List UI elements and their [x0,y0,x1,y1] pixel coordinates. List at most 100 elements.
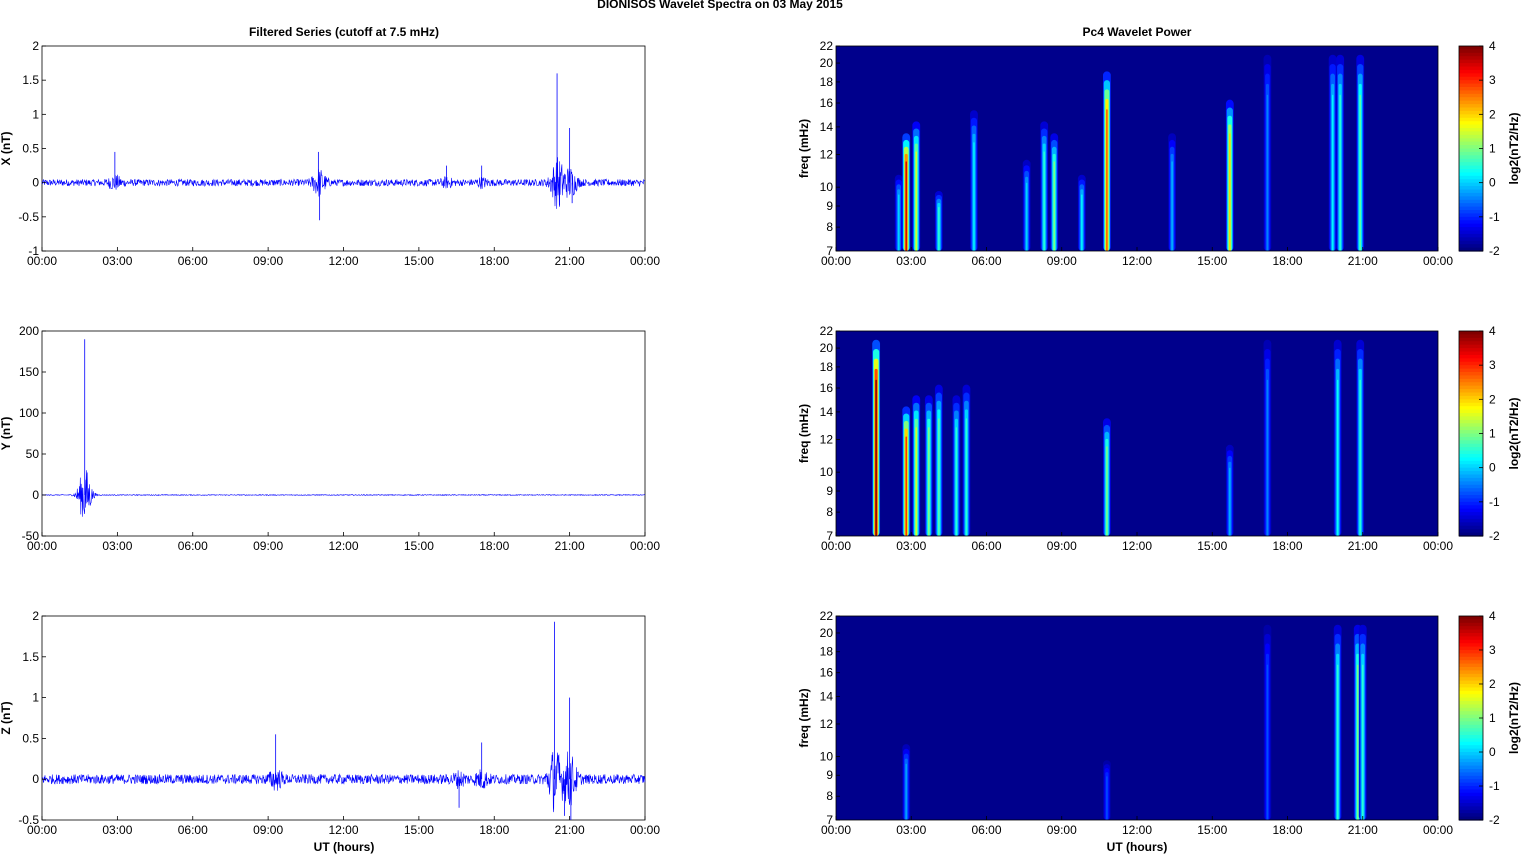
wavelet-2-ytick-label: 12 [820,433,834,447]
wavelet-2-colorbar-cell [1459,457,1483,462]
wavelet-2-colorbar-cell [1459,447,1483,452]
wavelet-2-colorbar-tick-label: 0 [1489,461,1496,475]
wavelet-3-colorbar-tick-label: -1 [1489,779,1500,793]
right-xlabel: UT (hours) [1107,840,1168,854]
wavelet-3-xtick-label: 18:00 [1272,823,1302,837]
wavelet-3-colorbar-cell [1459,701,1483,705]
series-x-xtick-label: 21:00 [555,254,585,268]
wavelet-2-colorbar-cell [1459,389,1483,394]
wavelet-3-ytick-label: 14 [820,690,834,704]
wavelet-1-ytick-label: 10 [820,180,834,194]
wavelet-1-colorbar-cell [1459,199,1483,204]
wavelet-2-colorbar-cell [1459,351,1483,356]
wavelet-2-colorbar-cell [1459,518,1483,523]
wavelet-1-colorbar-cell [1459,49,1483,54]
wavelet-2-colorbar-cell [1459,433,1483,438]
series-y-ytick-label: -50 [22,529,40,543]
wavelet-1-xtick-label: 06:00 [971,254,1001,268]
wavelet-3-burst [1106,776,1108,820]
wavelet-1-bursts [894,54,1365,252]
wavelet-2-burst [1336,379,1339,536]
wavelet-2-burst [905,436,907,536]
wavelet-3-colorbar-cell [1459,629,1483,634]
wavelet-1-colorbar-cell [1459,69,1483,74]
wavelet-1-colorbar-cell [1459,155,1483,160]
wavelet-1-colorbar-cell [1459,63,1483,68]
wavelet-2-ytick-label: 18 [820,360,834,374]
wavelet-1-colorbar-cell [1459,66,1483,71]
wavelet-2-colorbar-cell [1459,460,1483,465]
wavelet-2-colorbar-cell [1459,423,1483,428]
wavelet-1-colorbar-cell [1459,121,1483,126]
wavelet-2-burst [915,427,917,536]
series-y-xtick-label: 18:00 [479,539,509,553]
series-x-ytick-label: 0.5 [22,142,39,156]
wavelet-2-colorbar-cell [1459,406,1483,411]
wavelet-3-colorbar-cell [1459,687,1483,692]
wavelet-2-burst [965,418,968,536]
wavelet-2-burst [1106,446,1108,536]
wavelet-2-xtick-label: 03:00 [896,539,926,553]
wavelet-1-xtick-label: 03:00 [896,254,926,268]
series-z-ytick-label: 1.5 [22,650,39,664]
series-y-xtick-label: 03:00 [102,539,132,553]
wavelet-1-xtick-label: 00:00 [821,254,851,268]
series-z-ytick-label: -0.5 [18,813,39,827]
wavelet-1-colorbar-cell [1459,87,1483,92]
wavelet-3-colorbar-cell [1459,636,1483,641]
wavelet-1-burst [898,194,900,251]
wavelet-1-xtick-label: 18:00 [1272,254,1302,268]
wavelet-3-colorbar-cell [1459,775,1483,780]
series-x-ytick-label: 2 [32,39,39,53]
wavelet-3-colorbar-cell [1459,735,1483,739]
wavelet-3-colorbar-cell [1459,704,1483,709]
wavelet-2-colorbar-cell [1459,399,1483,404]
series-x-xtick-label: 15:00 [404,254,434,268]
wavelet-3-ytick-label: 10 [820,749,834,763]
wavelet-2-colorbar-cell [1459,508,1483,513]
wavelet-3-colorbar-cell [1459,786,1483,790]
wavelet-2-colorbar-cell [1459,331,1483,336]
wavelet-3-colorbar-cell [1459,803,1483,807]
wavelet-1-colorbar-cell [1459,240,1483,245]
wavelet-2-colorbar-cell [1459,430,1483,435]
wavelet-1-burst [915,151,917,251]
wavelet-2-ytick-label: 14 [820,405,834,419]
wavelet-1-colorbar-cell [1459,179,1483,184]
wavelet-1-burst [1081,194,1083,251]
wavelet-3-colorbar-cell [1459,731,1483,736]
wavelet-1-ytick-label: 12 [820,148,834,162]
wavelet-3-colorbar-cell [1459,748,1483,753]
figure-title: DIONISOS Wavelet Spectra on 03 May 2015 [597,0,843,11]
series-z-axes [41,615,646,821]
wavelet-1-colorbar-cell [1459,134,1483,139]
wavelet-1-colorbar-label: log2(nT2/Hz) [1507,113,1521,185]
series-y-axes [41,330,646,537]
series-x-xtick-label: 18:00 [479,254,509,268]
wavelet-3-colorbar-cell [1459,714,1483,719]
wavelet-3-colorbar-cell [1459,724,1483,729]
series-z-xtick-label: 06:00 [178,823,208,837]
wavelet-1-burst [1331,94,1334,252]
wavelet-2-colorbar-cell [1459,471,1483,476]
wavelet-2-colorbar-cell [1459,474,1483,479]
wavelet-3-colorbar-cell [1459,622,1483,627]
wavelet-1-colorbar-tick-label: -2 [1489,244,1500,258]
wavelet-2-xtick-label: 18:00 [1272,539,1302,553]
wavelet-2-colorbar-cell [1459,440,1483,445]
wavelet-2-colorbar-tick-label: 3 [1489,358,1496,372]
wavelet-1-colorbar-cell [1459,148,1483,153]
wavelet-1-colorbar-cell [1459,73,1483,78]
wavelet-3-colorbar-label: log2(nT2/Hz) [1507,682,1521,754]
wavelet-2-colorbar-cell [1459,337,1483,342]
wavelet-2-colorbar-cell [1459,395,1483,400]
series-x-xtick-label: 06:00 [178,254,208,268]
wavelet-1-ytick-label: 22 [820,39,834,53]
wavelet-3-burst [1357,664,1359,820]
wavelet-3-colorbar-tick-label: 4 [1489,609,1496,623]
wavelet-3-colorbar-cell [1459,813,1483,818]
wavelet-3-colorbar-cell [1459,809,1483,814]
wavelet-3-colorbar-cell [1459,663,1483,668]
series-x-trace [41,157,645,209]
